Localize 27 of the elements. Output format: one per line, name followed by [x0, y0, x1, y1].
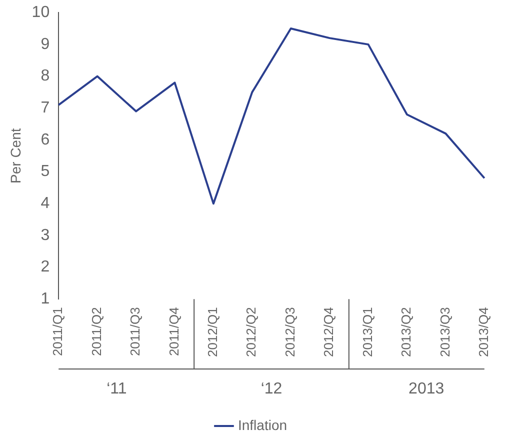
x-tick-label: 2013/Q1	[360, 307, 375, 357]
y-tick-label: 3	[40, 226, 50, 244]
text: 2013	[408, 380, 444, 398]
y-axis-title: Per Cent	[7, 128, 24, 184]
y-tick-label: 2	[40, 258, 50, 276]
y-tick-label: 1	[40, 290, 50, 308]
x-tick-label: 2013/Q4	[476, 307, 491, 357]
x-tick-label: 2012/Q1	[205, 307, 220, 357]
y-tick-label: 8	[40, 68, 50, 85]
x-tick-label: 2013/Q2	[398, 307, 414, 357]
y-tick-label: 10	[32, 4, 50, 22]
x-tick-label: 2012/Q2	[244, 307, 259, 357]
x-tick-label: 2011/Q2	[88, 307, 104, 356]
y-tick-label: 7	[40, 100, 50, 117]
y-tick-label: 4	[40, 195, 50, 212]
text: ‘11	[106, 380, 127, 398]
x-tick-label: 2012/Q4	[321, 307, 336, 357]
x-tick-label: 2013/Q3	[437, 307, 452, 357]
x-tick-label: 2011/Q3	[128, 307, 143, 356]
y-tick-label: 9	[40, 36, 50, 53]
y-tick-label: 5	[40, 163, 50, 180]
legend-label: Inflation	[238, 416, 288, 433]
x-tick-label: 2012/Q3	[282, 307, 298, 357]
y-tick-label: 6	[40, 131, 50, 148]
text: ‘12	[260, 380, 282, 398]
x-tick-label: 2011/Q4	[166, 307, 182, 356]
x-tick-label: 2011/Q1	[50, 307, 66, 356]
